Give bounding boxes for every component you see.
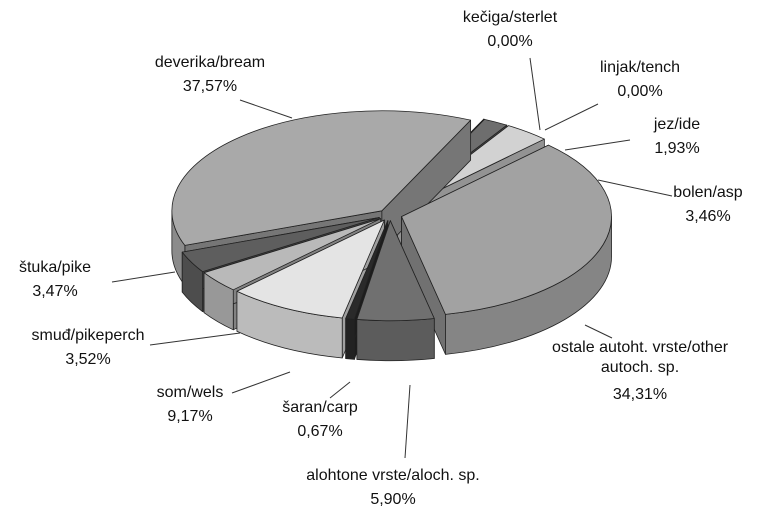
slice-value: 5,90%	[370, 491, 416, 508]
slice	[356, 220, 435, 362]
slice-value: 1,93%	[654, 140, 700, 157]
slice-wall	[356, 318, 435, 362]
leader-line	[111, 271, 176, 283]
leader-line	[404, 384, 411, 459]
slice-top	[401, 144, 612, 315]
slice-wall	[345, 318, 355, 360]
slice-top	[181, 217, 380, 273]
slice-top	[356, 220, 435, 322]
leader-line	[529, 57, 541, 131]
slice-value: 0,67%	[297, 423, 343, 440]
slice-value: 37,57%	[182, 78, 238, 95]
leader-line	[564, 139, 631, 151]
slice-top	[236, 219, 385, 319]
leader-line	[329, 381, 351, 399]
slice-value: 3,52%	[65, 351, 111, 368]
slice-top	[171, 110, 472, 246]
slice-value: 0,00%	[487, 33, 533, 50]
slice-label: bolen/asp	[673, 184, 743, 201]
slice-value: 9,17%	[167, 408, 213, 425]
leader-line	[597, 179, 673, 197]
leader-line	[231, 371, 291, 394]
slice-label: smuđ/pikeperch	[31, 327, 145, 344]
leader-line	[149, 332, 241, 346]
slice-value: 0,00%	[617, 83, 663, 100]
slice-top	[203, 218, 382, 291]
slice-label: som/wels	[156, 384, 224, 401]
slice-label: šaran/carp	[282, 399, 358, 416]
leader-line	[584, 324, 613, 339]
leader-line	[544, 103, 599, 131]
leader-line	[239, 99, 293, 119]
slice-label: ostale autoht. vrste/other autoch. sp.	[551, 339, 729, 376]
slice-value: 34,31%	[612, 386, 668, 403]
slice-label: kečiga/sterlet	[462, 9, 558, 26]
slice-top	[345, 220, 389, 320]
slice-label: jez/ide	[653, 116, 701, 133]
slice-label: linjak/tench	[599, 59, 681, 76]
slice-label: alohtone vrste/aloch. sp.	[306, 467, 480, 484]
slice-value: 3,46%	[685, 208, 731, 225]
slice-label: deverika/bream	[154, 54, 266, 71]
slice-value: 3,47%	[32, 283, 78, 300]
slice-label: štuka/pike	[18, 259, 92, 276]
